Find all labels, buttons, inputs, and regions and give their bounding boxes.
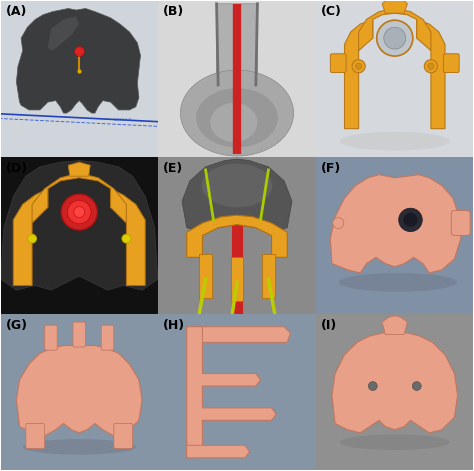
Polygon shape [382,316,407,334]
Ellipse shape [210,103,257,142]
FancyBboxPatch shape [73,322,85,347]
Circle shape [333,218,344,228]
Polygon shape [417,19,445,129]
Polygon shape [187,446,250,458]
Polygon shape [202,327,291,342]
Circle shape [384,27,406,49]
Polygon shape [13,189,48,285]
Ellipse shape [196,88,278,147]
Polygon shape [68,162,90,176]
Text: (A): (A) [5,5,27,18]
Polygon shape [110,189,145,285]
Polygon shape [187,215,287,257]
Text: (D): (D) [5,162,27,175]
Polygon shape [187,327,276,458]
Circle shape [61,194,97,230]
Ellipse shape [23,439,136,455]
Text: (E): (E) [163,162,183,175]
Circle shape [412,382,421,390]
Polygon shape [332,333,457,433]
FancyBboxPatch shape [231,257,243,301]
Circle shape [74,207,85,218]
Circle shape [368,382,377,390]
Circle shape [399,208,422,232]
Ellipse shape [181,70,293,156]
Ellipse shape [339,273,457,292]
Ellipse shape [340,434,450,450]
Circle shape [377,20,413,56]
Circle shape [352,60,365,73]
FancyBboxPatch shape [114,423,133,448]
Text: (C): (C) [321,5,342,18]
FancyBboxPatch shape [101,325,114,350]
Ellipse shape [201,164,273,207]
Circle shape [424,60,438,73]
FancyBboxPatch shape [444,54,459,73]
FancyBboxPatch shape [45,325,57,350]
Circle shape [67,200,91,224]
FancyBboxPatch shape [451,211,470,236]
Circle shape [122,234,131,243]
Circle shape [428,63,434,69]
Text: (H): (H) [163,319,185,332]
Polygon shape [382,0,407,13]
Polygon shape [48,16,79,51]
Text: (I): (I) [321,319,337,332]
Polygon shape [182,159,292,232]
Text: 2.7914.0: 2.7914.0 [114,118,132,122]
Circle shape [356,63,362,69]
FancyBboxPatch shape [330,54,346,73]
Circle shape [27,234,36,243]
Text: (F): (F) [321,162,341,175]
Polygon shape [345,19,373,129]
Text: (B): (B) [163,5,184,18]
Circle shape [403,213,418,227]
Polygon shape [32,173,127,223]
Polygon shape [330,175,461,273]
Ellipse shape [340,132,450,151]
FancyBboxPatch shape [199,254,212,298]
Polygon shape [17,345,142,436]
Polygon shape [217,4,257,85]
Text: (G): (G) [5,319,27,332]
Polygon shape [17,8,140,113]
FancyBboxPatch shape [262,254,275,298]
Polygon shape [359,8,431,51]
FancyBboxPatch shape [26,423,45,448]
Polygon shape [0,161,158,290]
